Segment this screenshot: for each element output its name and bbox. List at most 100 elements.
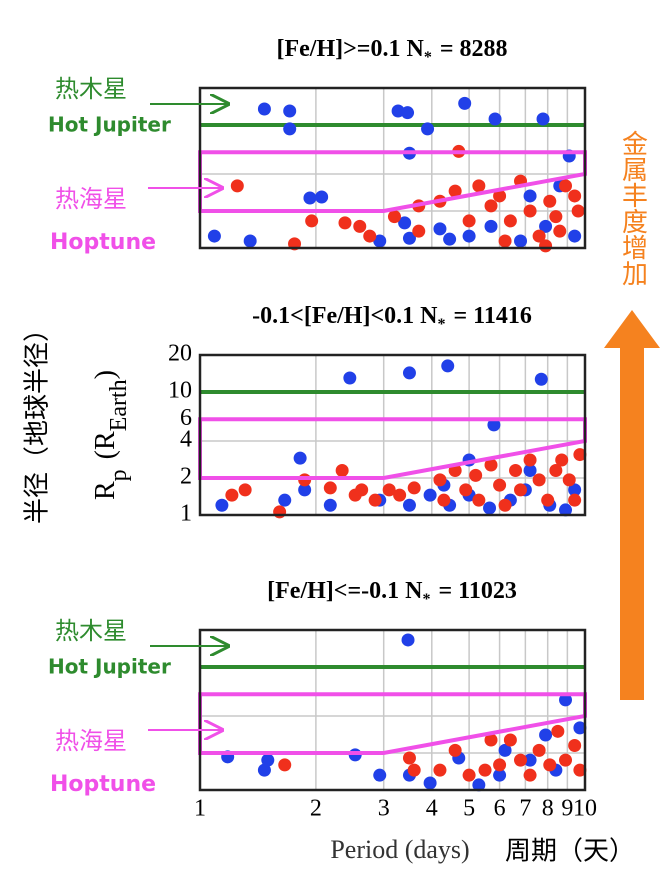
planet-point <box>553 224 567 238</box>
planet-point <box>498 234 512 248</box>
planet-point <box>571 204 585 218</box>
planet-point <box>478 763 492 777</box>
hoptune-cn: 热海星 <box>55 185 127 213</box>
title-text: = 11023 <box>438 578 516 604</box>
planet-point <box>568 739 582 753</box>
title-text: -0.1<[Fe/H]<0.1 N <box>252 303 438 329</box>
panel-title: [Fe/H]<=-0.1 N* = 11023 <box>267 578 517 609</box>
planet-point <box>484 199 498 213</box>
title-text: [Fe/H]<=-0.1 N <box>267 578 423 604</box>
planet-point <box>462 768 476 782</box>
planet-point <box>514 483 528 497</box>
planet-point <box>472 493 486 507</box>
planet-point <box>398 216 412 230</box>
y-tick-label: 20 <box>168 341 192 367</box>
plot-frame <box>198 86 587 250</box>
x-tick-label: 1 <box>194 796 206 822</box>
planet-point <box>532 229 546 243</box>
planet-point <box>257 102 271 116</box>
hot-jupiter-en: Hot Jupiter <box>48 655 171 679</box>
panel-title: [Fe/H]>=0.1 N* = 8288 <box>276 36 507 67</box>
planet-point <box>407 763 421 777</box>
y-tick-label: 4 <box>180 426 192 452</box>
metallicity-arrow <box>604 310 660 700</box>
planet-point <box>498 498 512 512</box>
planet-point <box>443 232 457 246</box>
planet-point <box>412 224 426 238</box>
planet-point <box>514 234 528 248</box>
planet-point <box>243 234 257 248</box>
planet-point <box>257 763 271 777</box>
hot-jupiter-cn: 热木星 <box>55 617 127 645</box>
hot-jupiter-en: Hot Jupiter <box>48 113 171 137</box>
planet-point <box>523 753 537 767</box>
planet-point <box>283 122 297 136</box>
planet-point <box>549 210 563 224</box>
title-subscript: * <box>422 591 430 608</box>
planet-point <box>335 464 349 478</box>
planet-point <box>215 498 229 512</box>
planet-point <box>421 122 435 136</box>
planet-point <box>568 493 582 507</box>
title-subscript: * <box>424 49 432 66</box>
planet-point <box>536 112 550 126</box>
planet-point <box>382 483 396 497</box>
x-tick-label: 9 <box>561 796 573 822</box>
planet-point <box>573 763 587 777</box>
plot-frame <box>198 353 587 517</box>
planet-point <box>472 778 486 792</box>
title-text: [Fe/H]>=0.1 N <box>276 36 424 62</box>
planet-point <box>402 498 416 512</box>
x-tick-label: 8 <box>542 796 554 822</box>
y-tick-label: 6 <box>180 405 192 431</box>
planet-point <box>532 743 546 757</box>
hoptune-cn: 热海星 <box>55 727 127 755</box>
planet-point <box>323 481 337 495</box>
planet-point <box>298 483 312 497</box>
plot-area <box>200 630 585 790</box>
y-tick-label: 1 <box>180 501 192 527</box>
planet-point <box>483 501 497 515</box>
planet-point <box>387 210 401 224</box>
x-tick-label: 10 <box>573 796 597 822</box>
planet-point <box>487 418 501 432</box>
planet-point <box>523 453 537 467</box>
planet-point <box>448 743 462 757</box>
x-tick-label: 3 <box>378 796 390 822</box>
y-label-sub: p <box>106 469 132 481</box>
title-text: = 8288 <box>440 36 508 62</box>
planet-point <box>484 458 498 472</box>
planet-point <box>283 104 297 118</box>
x-tick-label: 6 <box>494 796 506 822</box>
title-text: = 11416 <box>453 303 531 329</box>
planet-point <box>523 464 537 478</box>
planet-point <box>363 229 377 243</box>
x-tick-label: 7 <box>519 796 531 822</box>
planet-point <box>568 483 582 497</box>
planet-point <box>373 234 387 248</box>
x-axis-label: Period (days) <box>330 835 469 864</box>
planet-point <box>484 733 498 747</box>
y-label-sub: Earth <box>106 379 132 431</box>
planet-point <box>559 179 573 193</box>
planet-point <box>278 758 292 772</box>
y-tick-label: 10 <box>168 378 192 404</box>
planet-point <box>261 753 275 767</box>
planet-point <box>433 763 447 777</box>
planet-point <box>305 214 319 228</box>
planet-point <box>532 473 546 487</box>
x-tick-label: 4 <box>426 796 438 822</box>
y-label-cn: 半径（地球半径） <box>23 316 53 524</box>
planet-point <box>539 219 553 233</box>
hot-jupiter-cn: 热木星 <box>55 75 127 103</box>
planet-point <box>402 366 416 380</box>
planet-point <box>493 758 507 772</box>
planet-point <box>503 214 517 228</box>
planet-point <box>523 204 537 218</box>
planet-point <box>273 505 287 519</box>
planet-point <box>503 733 517 747</box>
planet-point <box>559 753 573 767</box>
planet-point <box>448 184 462 198</box>
planet-point <box>437 493 451 507</box>
y-axis-label: Rp (REarth) <box>90 370 131 500</box>
